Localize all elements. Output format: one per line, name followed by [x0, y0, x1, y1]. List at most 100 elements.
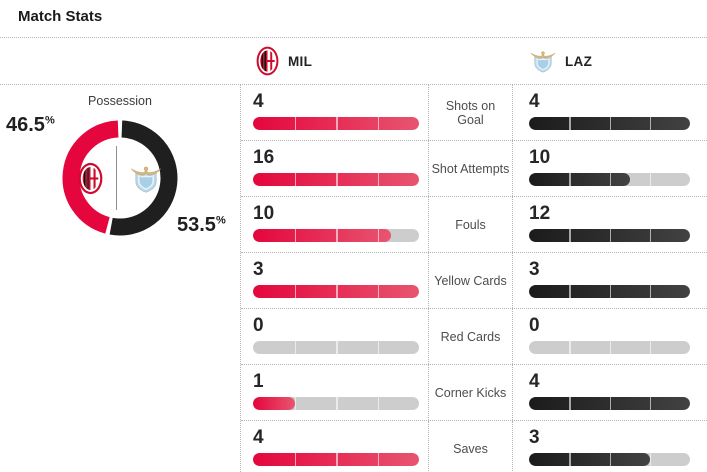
away-team-header: LAZ — [530, 38, 592, 84]
possession-arc-home — [62, 120, 119, 234]
stat-label: Corner Kicks — [428, 365, 513, 420]
stat-away-bar-fill — [529, 173, 630, 186]
team-header-row: MIL LAZ — [0, 37, 707, 85]
bar-segment-divider — [377, 453, 379, 466]
bar-segment-divider — [377, 229, 379, 242]
stat-away-cell: 4 — [513, 85, 707, 140]
bar-segment-divider — [336, 229, 338, 242]
stat-home-value: 4 — [253, 91, 264, 112]
stat-away-bar — [529, 453, 690, 466]
stat-label: Yellow Cards — [428, 253, 513, 308]
bar-segment-divider — [377, 285, 379, 298]
possession-away-percent: 53.5% — [177, 213, 226, 237]
bar-segment-divider — [336, 341, 338, 354]
possession-title: Possession — [88, 94, 152, 108]
stat-home-value: 4 — [253, 427, 264, 448]
stat-away-bar — [529, 397, 690, 410]
bar-segment-divider — [336, 397, 338, 410]
possession-arc-away — [109, 120, 178, 236]
stat-home-cell: 10 — [241, 197, 428, 252]
away-team-abbr: LAZ — [565, 53, 593, 69]
bar-segment-divider — [569, 117, 571, 130]
bar-segment-divider — [569, 173, 571, 186]
stat-row: 0 Red Cards 0 — [241, 309, 707, 365]
bar-segment-divider — [294, 341, 296, 354]
stat-home-bar — [253, 453, 419, 466]
bar-segment-divider — [294, 397, 296, 410]
possession-donut-chart — [62, 120, 178, 236]
bar-segment-divider — [336, 173, 338, 186]
stat-away-value: 0 — [529, 315, 540, 336]
bar-segment-divider — [609, 173, 611, 186]
lazio-crest-icon — [530, 49, 556, 73]
bar-segment-divider — [649, 397, 652, 410]
stat-home-bar — [253, 117, 419, 130]
stat-away-cell: 10 — [513, 141, 707, 196]
stat-home-cell: 4 — [241, 85, 428, 140]
bar-segment-divider — [569, 341, 571, 354]
page-title: Match Stats — [18, 8, 103, 25]
bar-segment-divider — [294, 117, 296, 130]
bar-segment-divider — [569, 285, 571, 298]
stat-row: 3 Yellow Cards 3 — [241, 253, 707, 309]
bar-segment-divider — [377, 397, 379, 410]
stat-away-value: 3 — [529, 259, 540, 280]
stat-away-bar — [529, 117, 690, 130]
stat-home-bar — [253, 285, 419, 298]
home-team-abbr: MIL — [288, 53, 313, 69]
milan-crest-icon — [78, 162, 103, 195]
stat-label: Saves — [428, 421, 513, 472]
bar-segment-divider — [336, 117, 338, 130]
bar-segment-divider — [569, 453, 571, 466]
stat-away-bar-fill — [529, 453, 650, 466]
possession-home-percent: 46.5% — [6, 113, 55, 137]
stat-row: 4 Shots on Goal 4 — [241, 85, 707, 141]
percent-sign: % — [215, 214, 226, 227]
stat-row: 4 Saves 3 — [241, 421, 707, 472]
stat-away-cell: 4 — [513, 365, 707, 420]
bar-segment-divider — [609, 341, 611, 354]
stat-away-cell: 3 — [513, 253, 707, 308]
bar-segment-divider — [649, 341, 652, 354]
bar-segment-divider — [649, 285, 652, 298]
stats-grid: 4 Shots on Goal 4 — [240, 85, 707, 472]
possession-section: Possession 46.5% 53.5% — [0, 85, 240, 472]
home-team-header: MIL — [256, 38, 312, 84]
stat-away-cell: 3 — [513, 421, 707, 472]
stat-home-value: 10 — [253, 203, 275, 224]
bar-segment-divider — [609, 285, 611, 298]
lazio-crest-icon — [130, 164, 162, 193]
stat-away-value: 12 — [529, 203, 551, 224]
stat-label: Fouls — [428, 197, 513, 252]
stat-away-cell: 0 — [513, 309, 707, 364]
stat-home-bar — [253, 229, 419, 242]
stat-away-cell: 12 — [513, 197, 707, 252]
stat-label: Shot Attempts — [428, 141, 513, 196]
bar-segment-divider — [294, 229, 296, 242]
stat-home-cell: 16 — [241, 141, 428, 196]
stat-away-value: 4 — [529, 371, 540, 392]
bar-segment-divider — [569, 397, 571, 410]
stat-home-bar — [253, 341, 419, 354]
bar-segment-divider — [649, 229, 652, 242]
stat-home-cell: 0 — [241, 309, 428, 364]
bar-segment-divider — [336, 453, 338, 466]
bar-segment-divider — [294, 285, 296, 298]
bar-segment-divider — [609, 397, 611, 410]
stat-away-bar — [529, 285, 690, 298]
bar-segment-divider — [649, 173, 652, 186]
bar-segment-divider — [649, 453, 652, 466]
stat-row: 1 Corner Kicks 4 — [241, 365, 707, 421]
stat-home-bar — [253, 397, 419, 410]
stat-away-bar — [529, 173, 690, 186]
milan-crest-icon — [256, 46, 279, 76]
stat-home-cell: 1 — [241, 365, 428, 420]
stat-row: 16 Shot Attempts 10 — [241, 141, 707, 197]
stat-home-cell: 4 — [241, 421, 428, 472]
bar-segment-divider — [609, 453, 611, 466]
donut-center-divider — [116, 146, 117, 210]
bar-segment-divider — [609, 117, 611, 130]
bar-segment-divider — [336, 285, 338, 298]
percent-sign: % — [44, 114, 55, 127]
